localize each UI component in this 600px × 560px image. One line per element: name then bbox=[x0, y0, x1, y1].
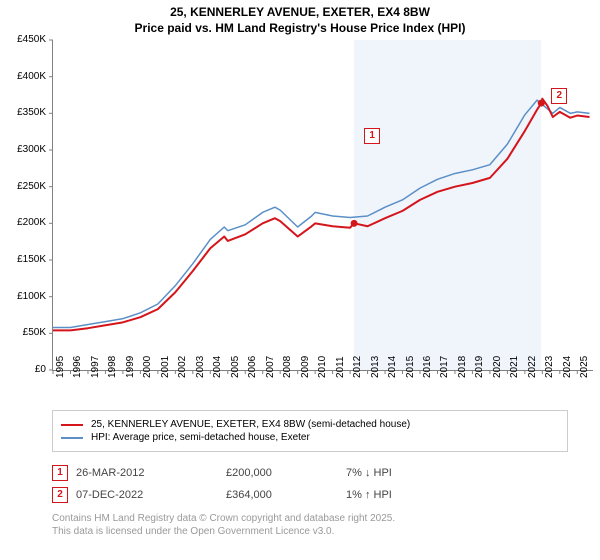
x-tick-label: 1996 bbox=[72, 356, 83, 378]
marker-price: £364,000 bbox=[226, 489, 346, 501]
x-tick-label: 2025 bbox=[579, 356, 590, 378]
legend: 25, KENNERLEY AVENUE, EXETER, EX4 8BW (s… bbox=[52, 410, 568, 452]
x-tick-label: 2008 bbox=[282, 356, 293, 378]
legend-item: HPI: Average price, semi-detached house,… bbox=[61, 432, 559, 443]
x-tick-label: 2014 bbox=[387, 356, 398, 378]
x-tick-label: 2007 bbox=[265, 356, 276, 378]
x-tick-label: 1997 bbox=[90, 356, 101, 378]
x-tick-label: 2016 bbox=[422, 356, 433, 378]
x-tick-label: 2024 bbox=[562, 356, 573, 378]
marker-date: 07-DEC-2022 bbox=[76, 489, 226, 501]
x-tick-label: 2021 bbox=[509, 356, 520, 378]
plot-svg bbox=[53, 40, 593, 370]
x-tick-label: 1998 bbox=[107, 356, 118, 378]
x-tick-label: 2002 bbox=[177, 356, 188, 378]
y-tick-label: £400K bbox=[6, 71, 46, 82]
marker-idx-box: 1 bbox=[52, 465, 68, 481]
footer-line-2: This data is licensed under the Open Gov… bbox=[52, 525, 550, 538]
y-tick-label: £0 bbox=[6, 364, 46, 375]
x-tick-label: 2006 bbox=[247, 356, 258, 378]
sale-marker-dot bbox=[351, 220, 358, 227]
attribution-footer: Contains HM Land Registry data © Crown c… bbox=[52, 512, 550, 538]
x-tick-label: 2018 bbox=[457, 356, 468, 378]
title-line-2: Price paid vs. HM Land Registry's House … bbox=[0, 20, 600, 36]
marker-date: 26-MAR-2012 bbox=[76, 467, 226, 479]
x-tick-label: 2019 bbox=[474, 356, 485, 378]
x-tick-label: 2011 bbox=[335, 356, 346, 378]
x-tick-label: 2022 bbox=[527, 356, 538, 378]
x-tick-label: 2005 bbox=[230, 356, 241, 378]
chart-area: £0 £50K £100K £150K £200K £250K £300K £350K £400… bbox=[6, 40, 594, 405]
x-tick-label: 2013 bbox=[370, 356, 381, 378]
x-tick-label: 2000 bbox=[142, 356, 153, 378]
x-tick-label: 2012 bbox=[352, 356, 363, 378]
y-tick-label: £450K bbox=[6, 34, 46, 45]
x-tick-label: 2017 bbox=[439, 356, 450, 378]
y-tick-label: £100K bbox=[6, 291, 46, 302]
x-tick-label: 1995 bbox=[55, 356, 66, 378]
y-tick-label: £150K bbox=[6, 254, 46, 265]
x-tick-label: 1999 bbox=[125, 356, 136, 378]
marker-idx-box: 2 bbox=[52, 487, 68, 503]
x-tick-label: 2009 bbox=[300, 356, 311, 378]
x-tick-label: 2020 bbox=[492, 356, 503, 378]
legend-label: 25, KENNERLEY AVENUE, EXETER, EX4 8BW (s… bbox=[91, 419, 410, 430]
plot-region: 12 bbox=[52, 40, 593, 371]
y-tick-label: £350K bbox=[6, 107, 46, 118]
marker-price: £200,000 bbox=[226, 467, 346, 479]
x-tick-label: 2023 bbox=[544, 356, 555, 378]
legend-swatch bbox=[61, 437, 83, 439]
sale-marker-label: 1 bbox=[364, 128, 380, 144]
marker-table-row: 2 07-DEC-2022£364,0001% ↑ HPI bbox=[52, 484, 550, 506]
x-tick-label: 2015 bbox=[405, 356, 416, 378]
chart-title-block: 25, KENNERLEY AVENUE, EXETER, EX4 8BW Pr… bbox=[0, 0, 600, 36]
x-tick-label: 2004 bbox=[212, 356, 223, 378]
x-tick-label: 2010 bbox=[317, 356, 328, 378]
x-tick-label: 2003 bbox=[195, 356, 206, 378]
y-tick-label: £200K bbox=[6, 217, 46, 228]
y-tick-label: £50K bbox=[6, 327, 46, 338]
sale-marker-label: 2 bbox=[551, 88, 567, 104]
y-tick-label: £250K bbox=[6, 181, 46, 192]
marker-delta: 7% ↓ HPI bbox=[346, 467, 550, 479]
legend-swatch bbox=[61, 424, 83, 426]
sale-marker-table: 1 26-MAR-2012£200,0007% ↓ HPI 2 07-DEC-2022… bbox=[52, 462, 550, 506]
x-tick-label: 2001 bbox=[160, 356, 171, 378]
title-line-1: 25, KENNERLEY AVENUE, EXETER, EX4 8BW bbox=[0, 4, 600, 20]
marker-delta: 1% ↑ HPI bbox=[346, 489, 550, 501]
legend-label: HPI: Average price, semi-detached house,… bbox=[91, 432, 310, 443]
sale-marker-dot bbox=[538, 100, 545, 107]
y-tick-label: £300K bbox=[6, 144, 46, 155]
legend-item: 25, KENNERLEY AVENUE, EXETER, EX4 8BW (s… bbox=[61, 419, 559, 430]
marker-table-row: 1 26-MAR-2012£200,0007% ↓ HPI bbox=[52, 462, 550, 484]
footer-line-1: Contains HM Land Registry data © Crown c… bbox=[52, 512, 550, 525]
